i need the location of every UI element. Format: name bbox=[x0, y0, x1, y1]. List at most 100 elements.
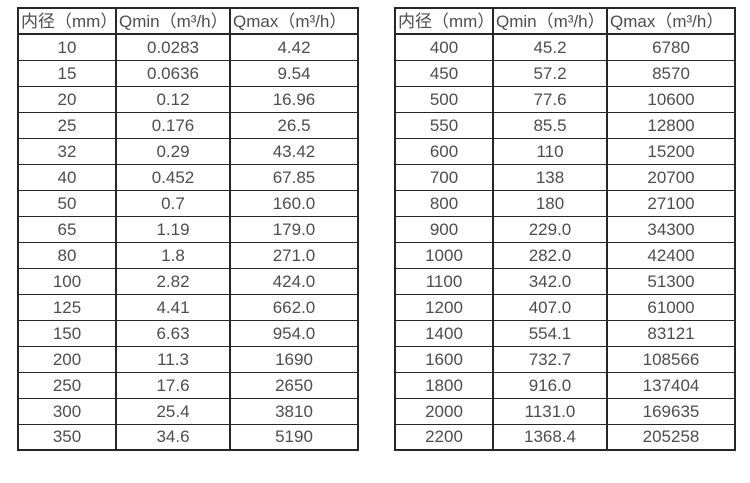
table-row: 1200 407.0 61000 bbox=[394, 293, 736, 321]
flow-spec-table-large-diameters: 内径（mm） Qmin（m³/h） Qmax（m³/h） 400 45.2 6780 450… bbox=[394, 7, 736, 451]
table-row: 2200 1368.4 205258 bbox=[394, 423, 736, 451]
table-cell: 15 bbox=[17, 59, 117, 87]
table-row: 450 57.2 8570 bbox=[394, 59, 736, 87]
flow-spec-table-small-diameters: 内径（mm） Qmin（m³/h） Qmax（m³/h） 10 0.0283 4.42 15… bbox=[17, 7, 359, 451]
table-cell: 65 bbox=[17, 215, 117, 243]
table-cell: 45.2 bbox=[492, 33, 608, 61]
table-row: 50 0.7 160.0 bbox=[17, 189, 359, 217]
table-cell: 1400 bbox=[394, 319, 494, 347]
table-row: 500 77.6 10600 bbox=[394, 85, 736, 113]
table-cell: 0.29 bbox=[115, 137, 231, 165]
table-cell: 20 bbox=[17, 85, 117, 113]
table-cell: 0.12 bbox=[115, 85, 231, 113]
table-cell: 1690 bbox=[229, 345, 359, 373]
table-cell: 5190 bbox=[229, 423, 359, 451]
table-cell: 2000 bbox=[394, 397, 494, 425]
table-row: 300 25.4 3810 bbox=[17, 397, 359, 425]
table-cell: 12800 bbox=[606, 111, 736, 139]
table-row: 100 2.82 424.0 bbox=[17, 267, 359, 295]
table-cell: 0.176 bbox=[115, 111, 231, 139]
table-cell: 8570 bbox=[606, 59, 736, 87]
table-cell: 1100 bbox=[394, 267, 494, 295]
table-cell: 61000 bbox=[606, 293, 736, 321]
table-cell: 42400 bbox=[606, 241, 736, 269]
table-row: 550 85.5 12800 bbox=[394, 111, 736, 139]
table-cell: 700 bbox=[394, 163, 494, 191]
table-row: 25 0.176 26.5 bbox=[17, 111, 359, 139]
table-cell: 400 bbox=[394, 33, 494, 61]
table-cell: 800 bbox=[394, 189, 494, 217]
table-cell: 0.7 bbox=[115, 189, 231, 217]
table-row: 150 6.63 954.0 bbox=[17, 319, 359, 347]
table-cell: 34.6 bbox=[115, 423, 231, 451]
table-cell: 179.0 bbox=[229, 215, 359, 243]
table-cell: 83121 bbox=[606, 319, 736, 347]
table-row: 1100 342.0 51300 bbox=[394, 267, 736, 295]
table-row: 350 34.6 5190 bbox=[17, 423, 359, 451]
table-cell: 1368.4 bbox=[492, 423, 608, 451]
table-cell: 1800 bbox=[394, 371, 494, 399]
table-cell: 300 bbox=[17, 397, 117, 425]
table-cell: 250 bbox=[17, 371, 117, 399]
table-cell: 6.63 bbox=[115, 319, 231, 347]
table-cell: 662.0 bbox=[229, 293, 359, 321]
table-cell: 900 bbox=[394, 215, 494, 243]
table-cell: 550 bbox=[394, 111, 494, 139]
column-header: 内径（mm） bbox=[17, 7, 117, 35]
header-row: 内径（mm） Qmin（m³/h） Qmax（m³/h） bbox=[394, 7, 736, 35]
table-row: 600 110 15200 bbox=[394, 137, 736, 165]
column-header: Qmin（m³/h） bbox=[115, 7, 231, 35]
table-cell: 554.1 bbox=[492, 319, 608, 347]
table-cell: 138 bbox=[492, 163, 608, 191]
table-cell: 32 bbox=[17, 137, 117, 165]
table-cell: 43.42 bbox=[229, 137, 359, 165]
table-cell: 9.54 bbox=[229, 59, 359, 87]
table-row: 10 0.0283 4.42 bbox=[17, 33, 359, 61]
table-cell: 2650 bbox=[229, 371, 359, 399]
table-cell: 57.2 bbox=[492, 59, 608, 87]
table-cell: 150 bbox=[17, 319, 117, 347]
column-header: Qmin（m³/h） bbox=[492, 7, 608, 35]
table-row: 1000 282.0 42400 bbox=[394, 241, 736, 269]
table-cell: 0.0283 bbox=[115, 33, 231, 61]
table-cell: 15200 bbox=[606, 137, 736, 165]
table-cell: 108566 bbox=[606, 345, 736, 373]
table-row: 20 0.12 16.96 bbox=[17, 85, 359, 113]
table-cell: 2200 bbox=[394, 423, 494, 451]
table-cell: 600 bbox=[394, 137, 494, 165]
table-cell: 51300 bbox=[606, 267, 736, 295]
table-cell: 11.3 bbox=[115, 345, 231, 373]
table-cell: 350 bbox=[17, 423, 117, 451]
table-cell: 10600 bbox=[606, 85, 736, 113]
table-row: 400 45.2 6780 bbox=[394, 33, 736, 61]
header-row: 内径（mm） Qmin（m³/h） Qmax（m³/h） bbox=[17, 7, 359, 35]
column-header: Qmax（m³/h） bbox=[229, 7, 359, 35]
table-cell: 424.0 bbox=[229, 267, 359, 295]
table-cell: 271.0 bbox=[229, 241, 359, 269]
table-row: 40 0.452 67.85 bbox=[17, 163, 359, 191]
table-cell: 10 bbox=[17, 33, 117, 61]
table-cell: 25.4 bbox=[115, 397, 231, 425]
table-cell: 732.7 bbox=[492, 345, 608, 373]
column-header: Qmax（m³/h） bbox=[606, 7, 736, 35]
table-cell: 282.0 bbox=[492, 241, 608, 269]
table-row: 65 1.19 179.0 bbox=[17, 215, 359, 243]
table-cell: 1200 bbox=[394, 293, 494, 321]
table-row: 800 180 27100 bbox=[394, 189, 736, 217]
table-cell: 137404 bbox=[606, 371, 736, 399]
table-cell: 200 bbox=[17, 345, 117, 373]
column-header: 内径（mm） bbox=[394, 7, 494, 35]
table-row: 1400 554.1 83121 bbox=[394, 319, 736, 347]
table-cell: 229.0 bbox=[492, 215, 608, 243]
table-cell: 16.96 bbox=[229, 85, 359, 113]
table-cell: 50 bbox=[17, 189, 117, 217]
table-cell: 4.42 bbox=[229, 33, 359, 61]
table-cell: 100 bbox=[17, 267, 117, 295]
table-cell: 110 bbox=[492, 137, 608, 165]
table-row: 900 229.0 34300 bbox=[394, 215, 736, 243]
table-cell: 34300 bbox=[606, 215, 736, 243]
table-cell: 40 bbox=[17, 163, 117, 191]
table-cell: 26.5 bbox=[229, 111, 359, 139]
table-row: 200 11.3 1690 bbox=[17, 345, 359, 373]
table-cell: 2.82 bbox=[115, 267, 231, 295]
